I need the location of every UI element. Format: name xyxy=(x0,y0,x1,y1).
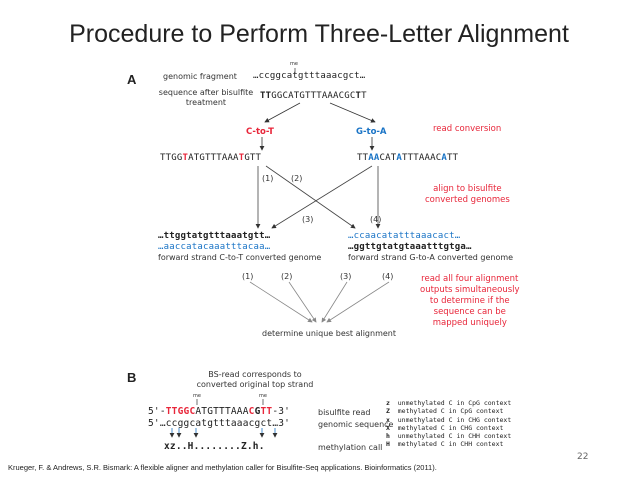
path-label-1b: (1) xyxy=(242,272,254,281)
ref-ga-top-strand: …ccaacatatttaaacact… xyxy=(348,231,461,241)
ref-ct-top-strand: …ttggtatgtttaaatgtt… xyxy=(158,231,271,241)
genomic-fragment-label: genomic fragment xyxy=(163,72,237,81)
bisulfite-label: sequence after bisulfite treatment xyxy=(158,88,254,107)
methylation-call-label: methylation call xyxy=(318,443,383,452)
genomic-fragment-seq: …ccggcatgtttaaacgct… xyxy=(253,71,366,81)
bisulfite-read-seq: 5'-TTGGCATGTTTAAACGTT-3' xyxy=(148,406,291,417)
legend-row: X methylated C in CHG context xyxy=(386,423,504,432)
path-2-line xyxy=(265,165,356,229)
me-mark-b1: me xyxy=(193,393,201,399)
path-label-1: (1) xyxy=(262,174,274,183)
page-number: 22 xyxy=(577,452,589,462)
path-label-3: (3) xyxy=(302,215,314,224)
legend-row: x unmethylated C in CHG context xyxy=(386,415,512,424)
ref-ga-bottom-strand: …ggttgtatgtaaatttgtga… xyxy=(348,242,472,252)
genomic-seq-label: genomic sequence xyxy=(318,420,394,429)
gtoa-converted-read: TTAACATATTTAAACATT xyxy=(357,153,459,163)
genomic-seq-b: 5'…ccggcatgtttaaacgct…3' xyxy=(148,418,291,429)
ref-ct-bottom-strand: …aaccatacaaatttacaa… xyxy=(158,242,271,252)
bisulfite-read-label: bisulfite read xyxy=(318,408,371,417)
align-note: align to bisulfite converted genomes xyxy=(425,184,510,205)
me-mark: me xyxy=(290,61,298,67)
arrow-to-gtoa xyxy=(329,102,376,123)
panel-b-label: B xyxy=(127,370,137,385)
determine-label: determine unique best alignment xyxy=(262,329,396,338)
me-mark-b2: me xyxy=(259,393,267,399)
read-all-note: read all four alignment outputs simultane… xyxy=(420,274,520,328)
methylation-call-seq: xz..H........Z.h. xyxy=(164,441,265,452)
path-label-2b: (2) xyxy=(281,272,293,281)
ref-ga-caption: forward strand G-to-A converted genome xyxy=(348,253,514,262)
panel-b-heading: BS-read corresponds to converted original… xyxy=(196,370,314,389)
legend-row: H methylated C in CHH context xyxy=(386,440,504,449)
citation: Krueger, F. & Andrews, S.R. Bismark: A f… xyxy=(8,463,437,472)
path-label-3b: (3) xyxy=(340,272,352,281)
legend-row: h unmethylated C in CHH context xyxy=(386,432,512,441)
methylation-legend: z unmethylated C in CpG context Z methyl… xyxy=(386,399,511,449)
path-label-2: (2) xyxy=(291,174,303,183)
legend-row: z unmethylated C in CpG context xyxy=(386,399,512,407)
page-title: Procedure to Perform Three-Letter Alignm… xyxy=(69,20,569,48)
bisulfite-seq: TTGGCATGTTTAAACGCTT xyxy=(260,91,367,101)
path-3-line xyxy=(271,165,373,229)
path-label-4: (4) xyxy=(370,215,382,224)
panel-a-label: A xyxy=(127,72,137,87)
read-conversion-note: read conversion xyxy=(433,124,502,134)
ref-ct-caption: forward strand C-to-T converted genome xyxy=(158,253,322,262)
arrow-to-ctot xyxy=(264,102,301,123)
legend-row: Z methylated C in CpG context xyxy=(386,407,504,416)
ctot-converted-read: TTGGTATGTTTAAATGTT xyxy=(160,153,262,163)
path-label-4b: (4) xyxy=(382,272,394,281)
ctot-label: C-to-T xyxy=(246,127,274,137)
gtoa-label: G-to-A xyxy=(356,127,387,137)
